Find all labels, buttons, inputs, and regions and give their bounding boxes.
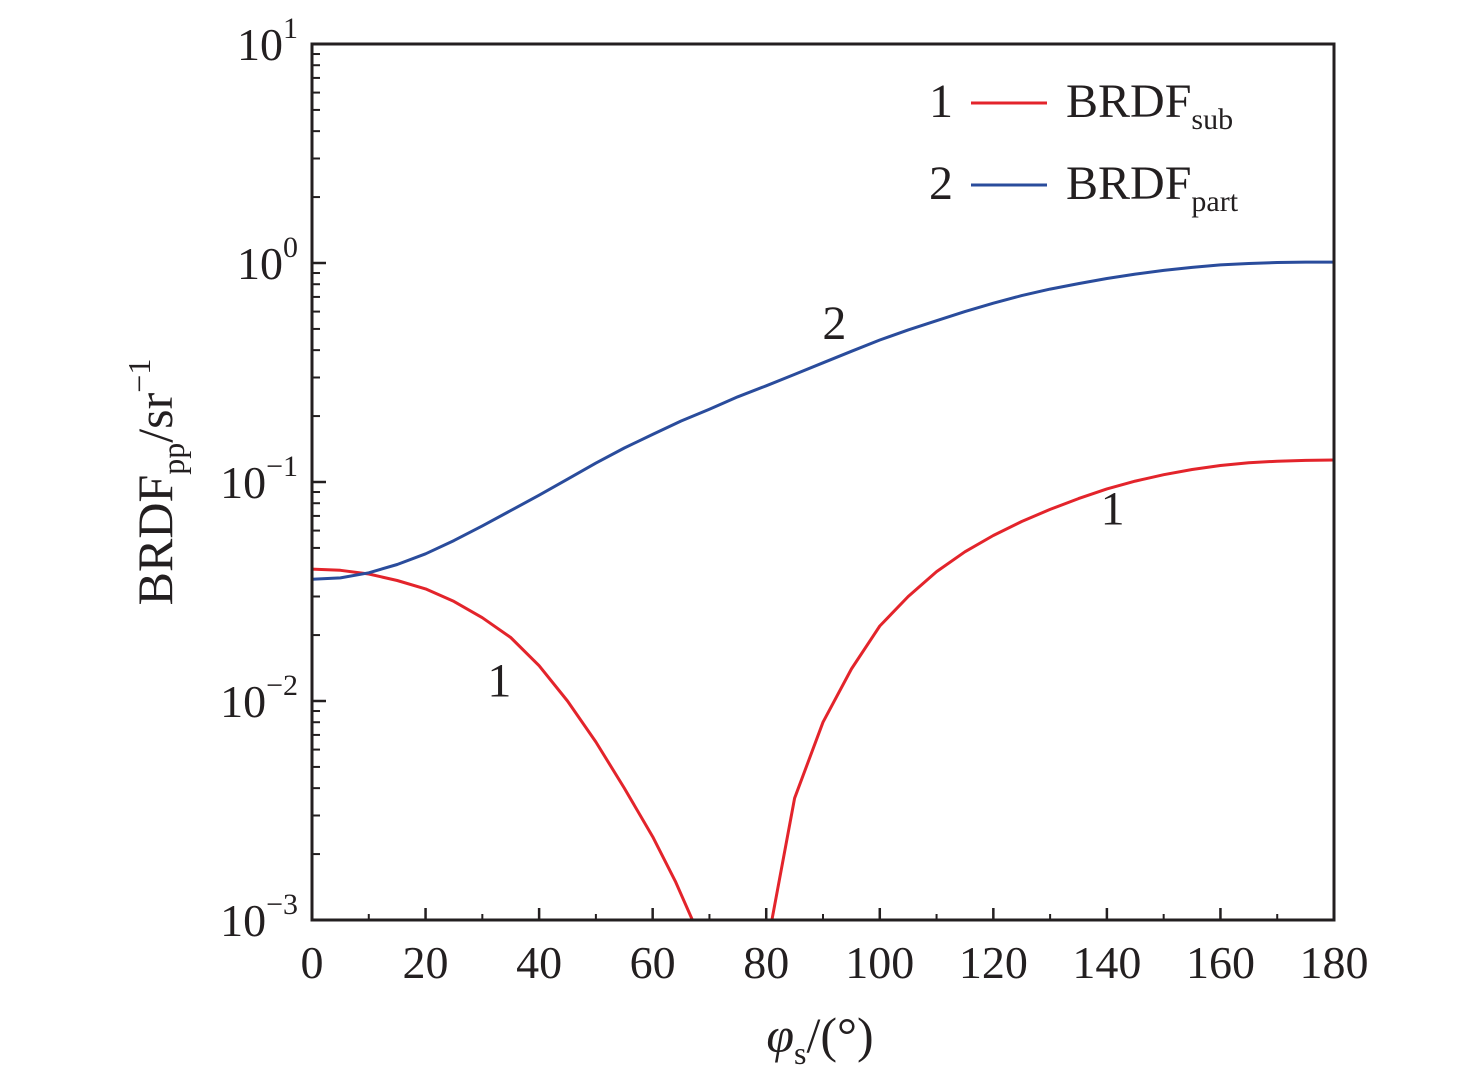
legend-item-sub: 1 BRDFsub [929,75,1233,136]
curve-label: 1 [1101,482,1125,535]
y-tick-label: 101 [237,12,298,70]
curve-labels: 1 1 2 [487,297,1124,707]
x-tick-label: 20 [403,937,449,988]
legend-number: 2 [929,157,953,210]
x-tick-label: 160 [1186,937,1255,988]
x-tick-label: 120 [959,937,1028,988]
y-tick-labels: 101 100 10−1 10−2 10−3 [220,12,298,946]
series-line-sub [770,458,1334,920]
x-tick-labels: 0 20 40 60 80 100 120 140 160 180 [301,937,1369,988]
plot-frame [310,42,1336,922]
x-tick-label: 0 [301,937,324,988]
x-tick-label: 80 [743,937,789,988]
series-line-sub [312,567,694,920]
x-tick-label: 180 [1300,937,1369,988]
legend-item-part: 2 BRDFpart [929,157,1239,218]
y-tick-label: 10−1 [220,450,298,508]
x-tick-label: 60 [630,937,676,988]
legend-label: BRDFsub [1066,75,1233,136]
legend-label: BRDFpart [1066,157,1239,218]
curve-label: 2 [822,297,846,350]
legend-number: 1 [929,75,953,128]
x-tick-label: 100 [845,937,914,988]
y-tick-label: 10−3 [220,888,298,946]
y-tick-label: 100 [237,231,298,289]
y-axis-label: BRDFpp/sr−1 [121,359,191,606]
x-tick-label: 140 [1072,937,1141,988]
x-axis-label: φs/(°) [766,1007,873,1071]
y-tick-label: 10−2 [220,669,298,727]
series-lines [312,260,1334,920]
legend: 1 BRDFsub 2 BRDFpart [929,75,1239,218]
x-tick-label: 40 [516,937,562,988]
series-line-part [312,260,1334,581]
curve-label: 1 [487,654,511,707]
